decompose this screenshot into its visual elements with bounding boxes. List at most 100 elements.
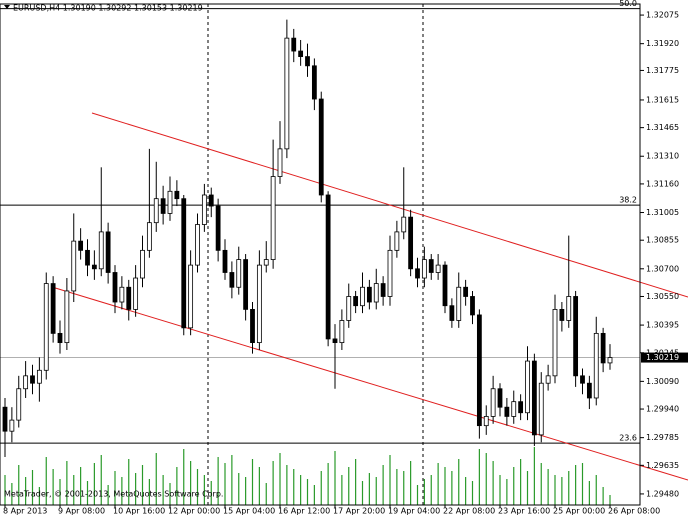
y-tick-label: 1.31310 (646, 152, 679, 161)
candle-body (23, 375, 29, 390)
candle-body (126, 286, 132, 310)
candle-body (325, 194, 331, 340)
candle-body (263, 259, 269, 266)
level-label: 23.6 (619, 434, 637, 443)
candle-body (408, 216, 414, 270)
y-tick-label: 1.29635 (646, 461, 679, 470)
candle-body (552, 308, 558, 377)
candle-body (222, 249, 228, 273)
candle-body (215, 205, 221, 251)
candle-body (277, 148, 283, 177)
candle-body (298, 50, 304, 57)
channel-upper (91, 112, 688, 298)
y-tick-label: 1.31615 (646, 95, 679, 104)
candle-body (593, 332, 599, 399)
price-box (641, 352, 688, 363)
candle-body (463, 286, 469, 297)
candle-body (250, 308, 255, 344)
candle-body (504, 406, 510, 417)
candle-body (181, 198, 187, 329)
candle-body (284, 37, 290, 150)
candle-body (50, 283, 56, 334)
levels: 50.038.223.6 (0, 0, 640, 444)
y-tick-label: 1.32075 (646, 11, 679, 20)
candle-body (112, 272, 118, 303)
candle-body (435, 264, 441, 273)
candle-body (373, 283, 379, 303)
axes: 1.32075 1.31920 1.31775 1.31615 1.31465 1.313… (3, 11, 688, 516)
candle-body (483, 416, 489, 427)
candle-body (442, 264, 448, 307)
chart-title: EURUSD,H4 1.30190 1.30292 1.30153 1.3021… (13, 4, 203, 13)
candle-body (270, 176, 276, 260)
candle-body (30, 375, 35, 384)
x-tick-label: 12 Apr 00:00 (168, 507, 220, 516)
candle-body (305, 56, 310, 67)
x-tick-label: 10 Apr 16:00 (113, 507, 165, 516)
candle-body (346, 296, 352, 321)
y-tick-label: 1.31920 (646, 39, 679, 48)
price-label: 1.30219 (646, 353, 679, 362)
candle-body (195, 224, 200, 266)
candle-body (91, 264, 97, 270)
candle-body (394, 231, 400, 251)
x-tick-label: 17 Apr 20:00 (333, 507, 385, 516)
menu-arrow[interactable] (4, 5, 10, 9)
candle-body (318, 98, 324, 196)
candle-body (9, 419, 15, 432)
y-tick-label: 1.30090 (646, 377, 679, 386)
candle-body (188, 264, 194, 329)
candle-body (140, 249, 145, 279)
candle-body (16, 388, 22, 421)
candle-body (607, 357, 613, 364)
candle-body (559, 308, 565, 321)
y-tick-label: 1.29785 (646, 433, 679, 442)
candle-body (573, 296, 579, 377)
y-tick-label: 1.30550 (646, 292, 679, 301)
candle-body (78, 240, 84, 251)
candle-body (174, 190, 180, 200)
x-tick-label: 25 Apr 00:00 (553, 507, 605, 516)
candle-body (133, 277, 139, 310)
candle-body (525, 360, 530, 414)
y-tick-label: 1.30395 (646, 321, 679, 330)
candle-body (586, 382, 592, 399)
candle-body (366, 286, 372, 303)
candle-body (167, 190, 173, 214)
candle-body (600, 332, 606, 364)
candle-body (119, 286, 125, 303)
candle-body (470, 296, 475, 316)
candle-body (511, 401, 517, 417)
candle-body (360, 286, 365, 307)
candle-body (201, 194, 207, 225)
candle-body (456, 286, 462, 321)
footer: MetaTrader, © 2001-2013, MetaQuotes Soft… (4, 490, 223, 499)
candle-body (105, 231, 111, 273)
candle-body (146, 222, 152, 251)
candle-body (387, 249, 393, 297)
candle-body (580, 375, 585, 384)
x-tick-label: 16 Apr 12:00 (278, 507, 330, 516)
x-tick-label: 8 Apr 2013 (3, 507, 47, 516)
channel-lower (51, 286, 688, 481)
candle-body (256, 264, 262, 344)
candle-body (380, 283, 386, 297)
candle-body (421, 259, 427, 279)
level-label: 38.2 (619, 196, 637, 205)
candle-body (566, 296, 572, 321)
candle-body (428, 259, 434, 273)
plot-frame (0, 3, 641, 506)
candle-body (229, 272, 235, 288)
candle-body (401, 216, 407, 233)
candles (2, 19, 613, 458)
x-tick-label: 23 Apr 16:00 (498, 507, 550, 516)
y-tick-label: 1.29940 (646, 405, 679, 414)
candle-body (545, 375, 551, 384)
candle-body (98, 231, 104, 270)
y-tick-label: 1.30855 (646, 236, 679, 245)
candle-body (153, 198, 159, 224)
x-tick-label: 22 Apr 08:00 (443, 507, 495, 516)
x-tick-label: 26 Apr 08:00 (608, 507, 660, 516)
candle-body (449, 305, 455, 321)
